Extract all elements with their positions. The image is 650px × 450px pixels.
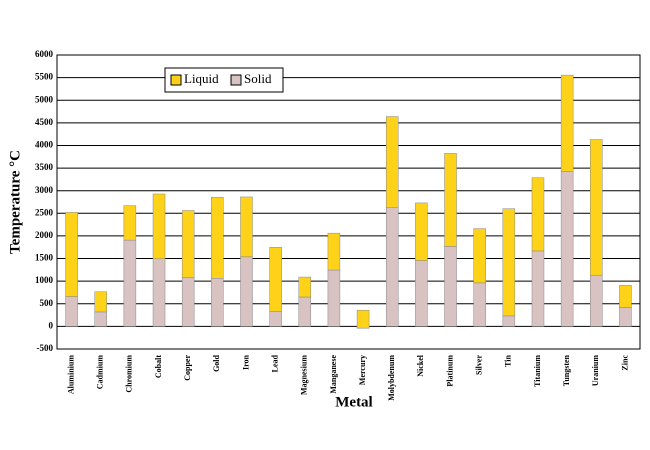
x-tick-label: Cadmium [96,355,105,390]
bar-segment [211,196,224,279]
bar-segment [590,139,603,276]
bar-segment [415,260,428,327]
y-tick-label: 1500 [35,253,54,263]
y-tick-label: 4500 [35,117,54,127]
x-tick-label: Gold [212,354,221,371]
bar-segment [560,171,574,327]
bar-segment [356,309,370,329]
bar-segment [123,239,137,327]
y-tick-label: 2000 [35,230,54,240]
y-tick-label: 1000 [35,275,54,285]
bar-segment [181,210,195,278]
bar-segment [327,269,341,327]
bar-segment [385,207,399,327]
bar-segment [240,256,253,327]
legend-swatch [230,74,242,86]
bar-segment [94,311,107,327]
bar-segment [619,285,632,308]
x-tick-label: Mercury [358,355,367,385]
x-tick-label: Uranium [591,355,600,386]
bar-segment [444,246,457,327]
y-tick-label: 5000 [35,94,54,104]
x-tick-label: Lead [270,354,279,372]
x-tick-label: Chromium [125,355,134,393]
bar-segment [327,232,341,271]
x-tick-label: Magnesium [300,355,309,395]
y-tick-label: 3000 [35,185,54,195]
bar-segment [240,196,253,258]
x-tick-label: Nickel [416,354,425,377]
bar-segment [152,193,166,260]
x-tick-label: Platinum [445,355,454,387]
bar-segment [473,228,486,284]
y-tick-label: 3500 [35,162,54,172]
bar-segment [152,258,166,327]
bar-segment [211,278,224,327]
bar-segment [94,291,107,313]
x-tick-label: Cobalt [154,355,163,378]
x-axis-label: Metal [335,394,372,410]
bar-segment [531,177,545,252]
x-tick-label: Molybdenum [387,355,396,401]
bar-segment [502,315,516,327]
bar-segment [385,116,399,208]
legend-label: Liquid [184,71,219,86]
bar-segment [298,296,312,327]
bar-segment [65,212,78,297]
bar-segment [415,202,428,261]
y-tick-label: -500 [37,343,54,353]
legend-box [164,67,284,93]
bar-segment [298,276,312,298]
bar-segment [619,307,632,327]
x-tick-label: Zinc [620,355,629,371]
y-tick-label: 6000 [35,49,54,59]
bar-segment [590,274,603,327]
x-tick-label: Tin [504,354,513,366]
bar-segment [269,247,282,312]
bar-segment [123,205,137,241]
y-tick-label: 500 [40,298,54,308]
x-tick-label: Iron [241,354,250,370]
bar-segment [444,153,457,247]
y-tick-label: 2500 [35,207,54,217]
bar-segment [65,296,78,327]
x-tick-label: Manganese [329,355,338,394]
x-tick-label: Silver [475,355,484,375]
plot-area [56,54,641,350]
legend-swatch [170,74,182,86]
x-tick-label: Tungsten [562,354,571,386]
bar-segment [560,74,574,172]
y-tick-label: 4000 [35,140,54,150]
y-tick-label: 0 [49,320,54,330]
bar-segment [181,277,195,327]
y-tick-label: 5500 [35,72,54,82]
x-tick-label: Aluminium [66,355,75,394]
bar-segment [269,311,282,327]
bar-segment [502,208,516,317]
x-tick-label: Copper [183,355,192,381]
y-axis-label: Temperature °C [7,150,23,254]
bar-segment [473,282,486,327]
bar-segment [531,250,545,327]
legend-label: Solid [244,71,272,86]
x-tick-label: Titanium [533,355,542,387]
